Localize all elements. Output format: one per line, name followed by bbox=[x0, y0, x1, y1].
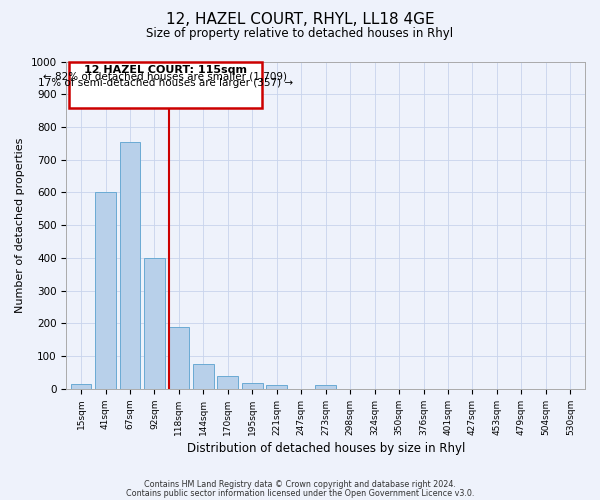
Bar bbox=[217, 376, 238, 389]
Bar bbox=[95, 192, 116, 389]
Bar bbox=[242, 383, 263, 389]
Bar bbox=[266, 385, 287, 389]
Bar bbox=[71, 384, 91, 389]
Text: 12, HAZEL COURT, RHYL, LL18 4GE: 12, HAZEL COURT, RHYL, LL18 4GE bbox=[166, 12, 434, 28]
Text: 12 HAZEL COURT: 115sqm: 12 HAZEL COURT: 115sqm bbox=[84, 65, 247, 75]
Text: ← 82% of detached houses are smaller (1,709): ← 82% of detached houses are smaller (1,… bbox=[43, 72, 287, 82]
Bar bbox=[119, 142, 140, 389]
Bar bbox=[144, 258, 165, 389]
Bar bbox=[169, 326, 190, 389]
Text: Contains HM Land Registry data © Crown copyright and database right 2024.: Contains HM Land Registry data © Crown c… bbox=[144, 480, 456, 489]
Y-axis label: Number of detached properties: Number of detached properties bbox=[15, 138, 25, 313]
Text: Contains public sector information licensed under the Open Government Licence v3: Contains public sector information licen… bbox=[126, 488, 474, 498]
X-axis label: Distribution of detached houses by size in Rhyl: Distribution of detached houses by size … bbox=[187, 442, 465, 455]
FancyBboxPatch shape bbox=[69, 62, 262, 108]
Text: Size of property relative to detached houses in Rhyl: Size of property relative to detached ho… bbox=[146, 28, 454, 40]
Text: 17% of semi-detached houses are larger (357) →: 17% of semi-detached houses are larger (… bbox=[38, 78, 293, 88]
Bar bbox=[193, 364, 214, 389]
Bar bbox=[316, 385, 336, 389]
